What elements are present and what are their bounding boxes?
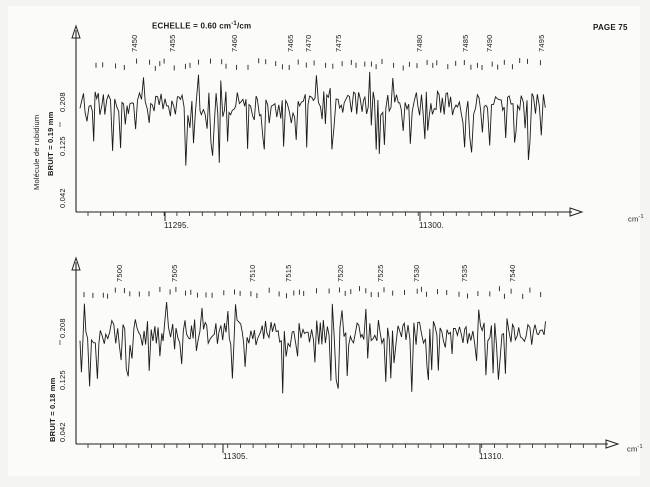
x-label-11300: 11300. bbox=[419, 221, 445, 230]
y-arrow-top bbox=[71, 24, 81, 39]
spectrum-trace-top bbox=[79, 71, 546, 166]
x-arrow-bottom bbox=[605, 439, 620, 449]
x-ticks-top bbox=[87, 212, 559, 221]
spectrum-trace-bottom bbox=[79, 301, 546, 394]
x-label-11305: 11305. bbox=[223, 452, 249, 461]
scale-label: ECHELLE = 0.60 cm-1/cm bbox=[152, 21, 252, 31]
x-unit-bottom: cm-1 bbox=[627, 444, 643, 454]
x-ticks-bottom bbox=[87, 444, 597, 453]
plot-top bbox=[71, 24, 584, 221]
line-markers-bottom bbox=[83, 286, 542, 299]
x-unit-top: cm-1 bbox=[628, 214, 644, 224]
x-label-11295: 11295. bbox=[164, 221, 190, 230]
y-arrow-bottom bbox=[71, 256, 81, 271]
x-arrow-top bbox=[569, 207, 584, 217]
plot-bottom bbox=[71, 256, 620, 453]
x-label-11310: 11310. bbox=[479, 452, 505, 461]
line-markers-top bbox=[95, 58, 541, 71]
y-symbol-top: I bbox=[59, 122, 62, 129]
y-symbol-bottom: I bbox=[59, 340, 62, 347]
page-label: PAGE 75 bbox=[593, 23, 628, 32]
paper-sheet bbox=[8, 6, 640, 476]
